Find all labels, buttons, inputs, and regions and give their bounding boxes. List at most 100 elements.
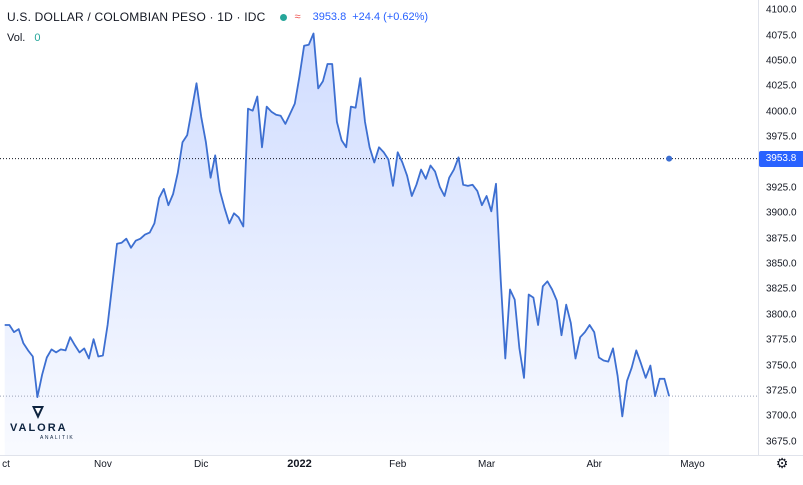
data-point[interactable] [330,62,334,66]
data-point[interactable] [199,115,203,119]
data-point[interactable] [283,122,287,126]
data-point[interactable] [634,348,638,352]
data-point[interactable] [209,176,213,180]
data-point[interactable] [68,335,72,339]
data-point[interactable] [78,350,82,354]
data-point[interactable] [64,348,68,352]
data-point[interactable] [241,224,245,228]
data-point[interactable] [293,102,297,106]
data-point[interactable] [396,150,400,154]
data-point[interactable] [49,347,53,351]
wave-icon[interactable]: ≈ [294,11,301,23]
data-point[interactable] [386,157,390,161]
data-point[interactable] [443,194,447,198]
data-point[interactable] [274,113,278,117]
data-point[interactable] [485,194,489,198]
data-point[interactable] [73,343,77,347]
data-point[interactable] [457,155,461,159]
data-point[interactable] [120,241,124,245]
data-point[interactable] [279,114,283,118]
data-point[interactable] [489,209,493,213]
data-point[interactable] [466,184,470,188]
data-point[interactable] [190,108,194,112]
data-point[interactable] [223,206,227,210]
data-point[interactable] [148,231,152,235]
data-point[interactable] [400,161,404,165]
data-point[interactable] [255,94,259,98]
data-point[interactable] [545,279,549,283]
data-point[interactable] [620,414,624,418]
data-point[interactable] [204,140,208,144]
data-point[interactable] [438,185,442,189]
data-point[interactable] [265,105,269,109]
data-point[interactable] [176,171,180,175]
data-point[interactable] [588,323,592,327]
data-point[interactable] [522,376,526,380]
data-point[interactable] [559,333,563,337]
data-point[interactable] [12,330,16,334]
data-point[interactable] [40,373,44,377]
data-point[interactable] [82,346,86,350]
data-point[interactable] [410,194,414,198]
data-point[interactable] [667,394,671,398]
data-point[interactable] [326,62,330,66]
data-point[interactable] [382,150,386,154]
data-point[interactable] [7,323,11,327]
data-point[interactable] [87,357,91,361]
data-point[interactable] [129,246,133,250]
data-point[interactable] [550,287,554,291]
data-point[interactable] [569,321,573,325]
data-point[interactable] [475,189,479,193]
data-point[interactable] [616,374,620,378]
data-point[interactable] [21,341,25,345]
data-point[interactable] [517,346,521,350]
data-point[interactable] [531,296,535,300]
data-point[interactable] [195,81,199,85]
data-point[interactable] [344,145,348,149]
data-point[interactable] [527,293,531,297]
data-point[interactable] [639,362,643,366]
data-point[interactable] [433,170,437,174]
data-point[interactable] [26,348,30,352]
data-point[interactable] [597,356,601,360]
data-point[interactable] [54,350,58,354]
data-point[interactable] [185,133,189,137]
data-point[interactable] [171,192,175,196]
data-point[interactable] [96,354,100,358]
data-point[interactable] [644,376,648,380]
data-point[interactable] [391,184,395,188]
data-point[interactable] [424,177,428,181]
data-point[interactable] [611,346,615,350]
data-point[interactable] [574,357,578,361]
data-point[interactable] [419,168,423,172]
data-point[interactable] [377,145,381,149]
data-point[interactable] [363,120,367,124]
data-point[interactable] [218,189,222,193]
data-point[interactable] [166,203,170,207]
data-point[interactable] [180,140,184,144]
data-point[interactable] [578,335,582,339]
data-point[interactable] [288,112,292,116]
data-point[interactable] [648,364,652,368]
data-point[interactable] [157,196,161,200]
data-point[interactable] [606,360,610,364]
data-point[interactable] [602,359,606,363]
data-point[interactable] [269,110,273,114]
chart-legend[interactable]: U.S. DOLLAR / COLOMBIAN PESO · 1D · IDC … [7,10,428,24]
data-point[interactable] [307,43,311,47]
data-point[interactable] [134,239,138,243]
data-point[interactable] [3,323,7,327]
data-point[interactable] [246,107,250,111]
data-point[interactable] [251,109,255,113]
data-point[interactable] [564,303,568,307]
data-point[interactable] [115,242,119,246]
data-point[interactable] [503,357,507,361]
data-point[interactable] [162,187,166,191]
data-point[interactable] [414,183,418,187]
data-point[interactable] [297,74,301,78]
data-point[interactable] [405,174,409,178]
data-point[interactable] [480,203,484,207]
data-point[interactable] [340,138,344,142]
data-point[interactable] [311,32,315,36]
